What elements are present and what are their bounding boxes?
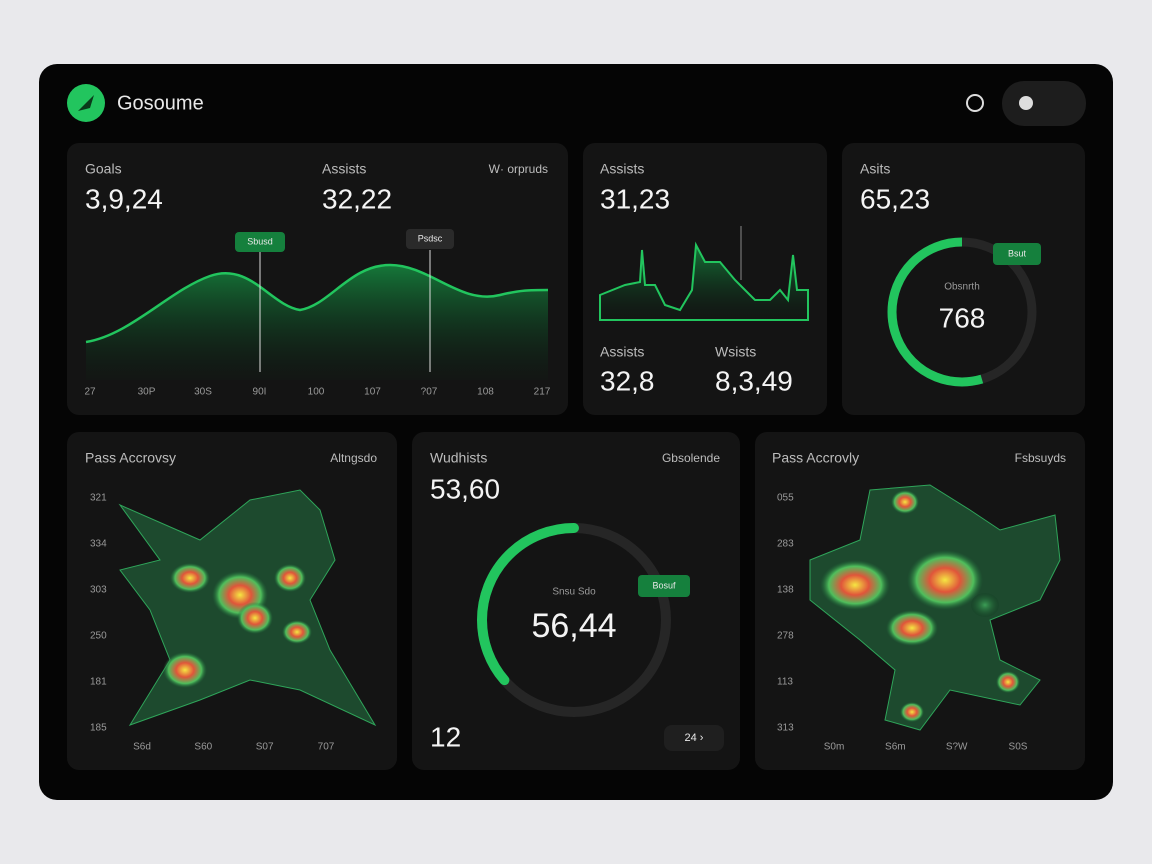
tooltip-text: Psdsc xyxy=(418,233,443,243)
label: Assists xyxy=(600,161,644,177)
x-label: 108 xyxy=(477,387,494,398)
title: Pass Accrovly xyxy=(772,450,859,466)
gauge-value: 56,44 xyxy=(531,607,616,645)
y-label: 303 xyxy=(90,585,107,596)
toggle[interactable] xyxy=(1002,81,1086,126)
y-label: 250 xyxy=(90,631,107,642)
value: 8,3,49 xyxy=(715,365,793,396)
area xyxy=(86,265,548,380)
y-label: 055 xyxy=(777,493,794,504)
area xyxy=(599,241,809,321)
link[interactable]: Gbsolende xyxy=(662,451,720,465)
gauge-label: Snsu Sdo xyxy=(552,587,596,598)
x-label: S6d xyxy=(133,742,151,753)
value: 65,23 xyxy=(860,183,930,214)
toggle-icon xyxy=(1019,96,1033,110)
tooltip xyxy=(235,232,285,252)
x-label: S07 xyxy=(256,742,274,753)
x-label: 30S xyxy=(194,387,212,398)
badge xyxy=(993,243,1041,265)
value: 53,60 xyxy=(430,473,500,504)
y-label: 185 xyxy=(90,723,107,734)
value: 32,8 xyxy=(600,365,655,396)
gauge-label: Obsnrth xyxy=(944,282,980,293)
logo-icon xyxy=(78,95,94,111)
x-label: S0S xyxy=(1009,742,1028,753)
link[interactable]: W· orpruds xyxy=(489,162,548,176)
label: Assists xyxy=(600,344,644,360)
button[interactable] xyxy=(664,725,724,751)
tooltip xyxy=(406,229,454,249)
link[interactable]: Fsbsuyds xyxy=(1015,451,1066,465)
x-label: 30P xyxy=(138,387,156,398)
label: Assists xyxy=(322,161,366,177)
label: Goals xyxy=(85,161,122,177)
x-label: 107 xyxy=(364,387,381,398)
y-label: 283 xyxy=(777,539,794,550)
badge xyxy=(638,575,690,597)
button-text[interactable]: 24 › xyxy=(685,732,704,744)
hotspots xyxy=(163,563,312,688)
x-label: S60 xyxy=(194,742,212,753)
search[interactable] xyxy=(966,94,984,112)
y-label: 278 xyxy=(777,631,794,642)
hotspots xyxy=(820,490,1020,722)
x-label: 707 xyxy=(318,742,335,753)
x-label: 90I xyxy=(253,387,267,398)
card xyxy=(412,432,740,770)
value: 3,9,24 xyxy=(85,183,163,214)
value: 31,23 xyxy=(600,183,670,214)
x-label: S0m xyxy=(824,742,845,753)
title: Wudhists xyxy=(430,450,487,466)
line xyxy=(85,263,549,344)
link[interactable]: Altngsdo xyxy=(330,451,377,465)
label: Asits xyxy=(860,161,890,177)
label: Wsists xyxy=(715,344,756,360)
x-label: 27 xyxy=(84,387,96,398)
y-label: 181 xyxy=(90,677,107,688)
x-label: 100 xyxy=(308,387,325,398)
footer-value: 12 xyxy=(430,721,461,752)
title: Pass Accrovsy xyxy=(85,450,176,466)
gauge-value: 768 xyxy=(939,302,986,333)
gauge-arc xyxy=(887,237,1037,387)
y-label: 334 xyxy=(90,539,107,550)
y-label: 313 xyxy=(777,723,794,734)
x-label: 217 xyxy=(534,387,551,398)
x-label: ?07 xyxy=(421,387,438,398)
brand: Gosoume xyxy=(117,92,204,114)
badge-text: Bosuf xyxy=(652,580,676,590)
y-label: 138 xyxy=(777,585,794,596)
value: 32,22 xyxy=(322,183,392,214)
y-label: 113 xyxy=(777,677,793,688)
tooltip-text: Sbusd xyxy=(247,236,273,246)
x-label: S?W xyxy=(946,742,968,753)
gauge-arc xyxy=(477,523,671,717)
y-label: 321 xyxy=(90,493,107,504)
badge-text: Bsut xyxy=(1008,248,1027,258)
x-label: S6m xyxy=(885,742,906,753)
